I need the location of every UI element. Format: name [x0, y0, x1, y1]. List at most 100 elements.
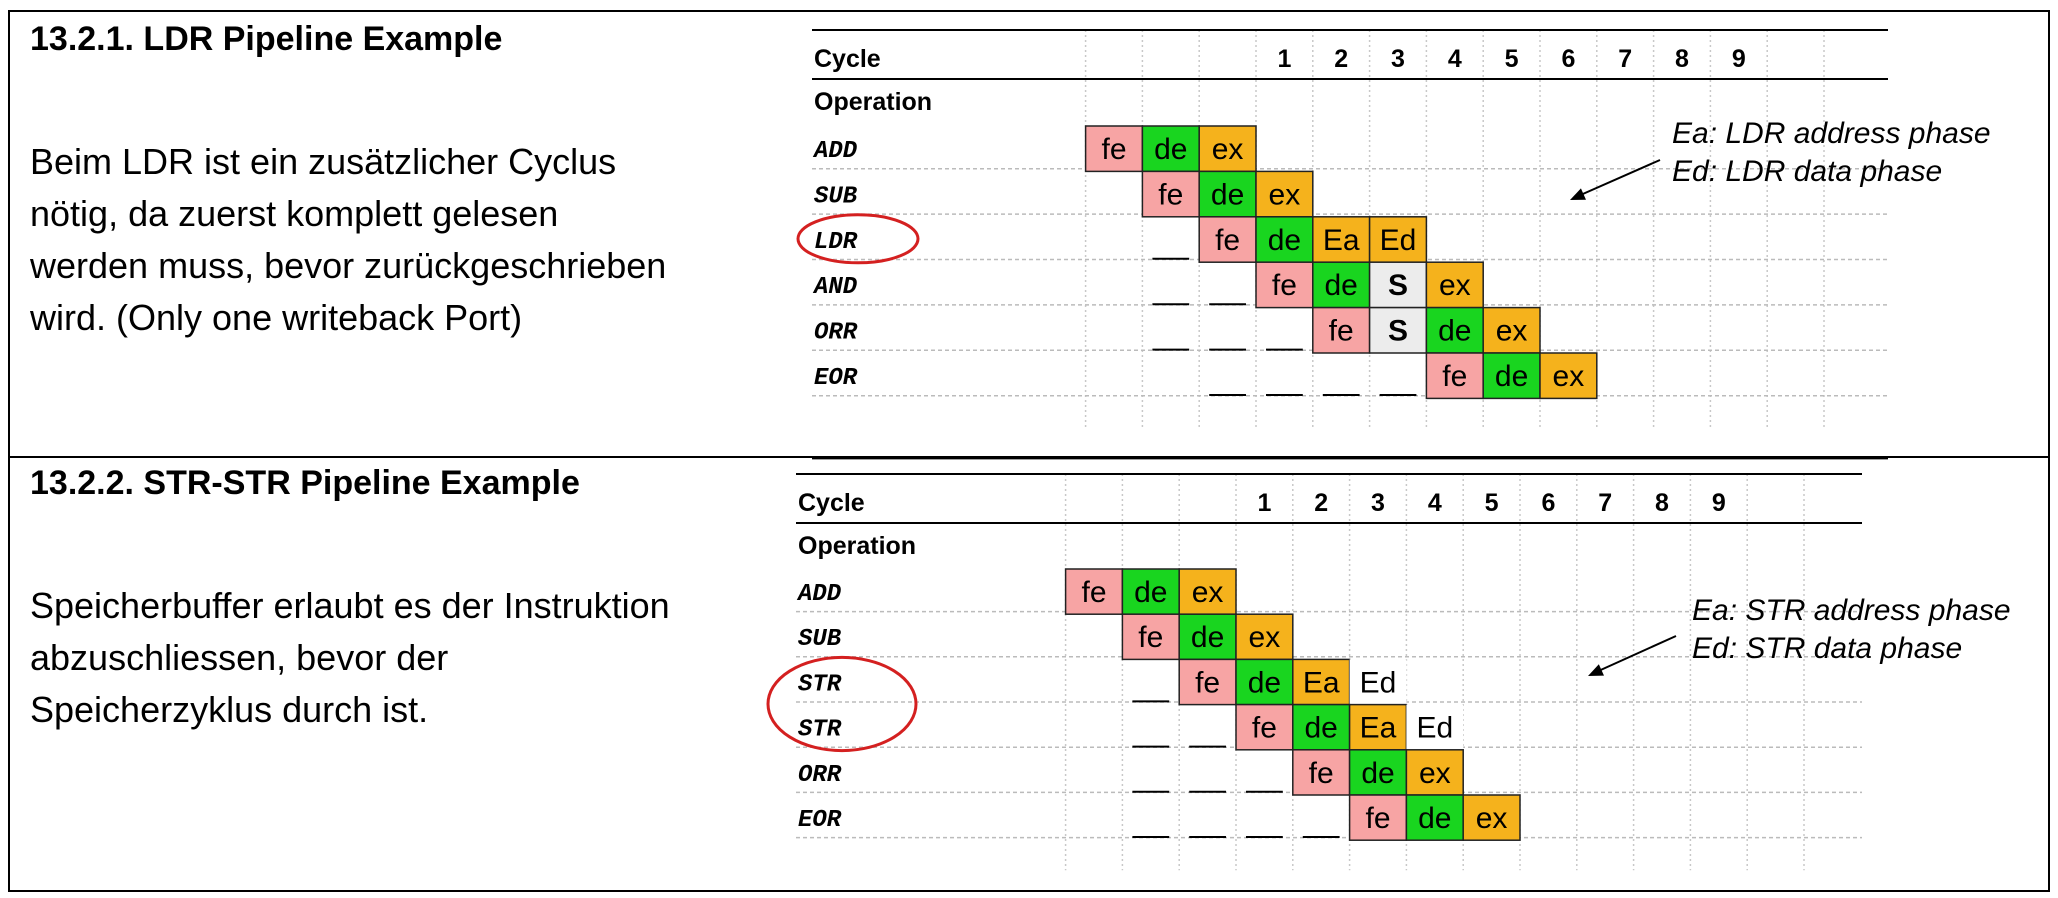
pipeline-stage-cell	[1368, 261, 1428, 309]
description-line: wird. (Only one writeback Port)	[30, 297, 523, 338]
annotation-address-phase: Ea: STR address phase	[1692, 594, 2011, 627]
pipeline-stage-label: de	[1191, 621, 1224, 654]
pipeline-stage-label: Ed	[1416, 712, 1453, 745]
pipeline-stage-cell	[1349, 659, 1407, 705]
pipeline-stage-cell	[1406, 704, 1464, 750]
cycle-number: 1	[1277, 45, 1291, 73]
pipeline-stage-label: de	[1248, 666, 1281, 699]
pipeline-stage-label: fe	[1215, 224, 1240, 257]
operation-label: AND	[812, 274, 858, 301]
section-str-description: Speicherbuffer erlaubt es der Instruktio…	[30, 580, 750, 736]
pipeline-stage-cell	[1178, 658, 1237, 706]
operation-header: Operation	[798, 532, 916, 560]
pipeline-stage-cell	[1348, 703, 1408, 751]
pipeline-stage-label: ex	[1496, 315, 1528, 348]
cycle-number: 9	[1712, 489, 1726, 517]
cycle-number: 6	[1561, 45, 1575, 73]
pipeline-stage-label: Ed	[1380, 224, 1417, 257]
description-line: werden muss, bevor zurückgeschrieben	[30, 245, 667, 286]
cycle-number: 1	[1257, 489, 1271, 517]
cycle-number: 6	[1541, 489, 1555, 517]
annotation-data-phase: Ed: LDR data phase	[1672, 155, 1942, 188]
pipeline-stage-label: fe	[1272, 269, 1297, 302]
cycle-number: 4	[1428, 489, 1442, 517]
pipeline-stage-cell	[1462, 794, 1521, 841]
cycle-header: Cycle	[814, 45, 881, 73]
cycle-number: 5	[1505, 45, 1519, 73]
pipeline-stage-cell	[1178, 568, 1237, 615]
pipeline-stage-label: Ea	[1303, 666, 1340, 699]
annotation-arrow	[1575, 159, 1661, 198]
cycle-number: 8	[1655, 489, 1669, 517]
pipeline-stage-label: de	[1305, 712, 1338, 745]
operation-label: ADD	[796, 581, 842, 608]
pipeline-stage-cell	[1198, 125, 1257, 173]
pipeline-stage-label: ex	[1192, 576, 1224, 609]
pipeline-stage-cell	[1235, 703, 1294, 751]
operation-label: ADD	[812, 138, 858, 165]
cycle-number: 9	[1732, 45, 1746, 73]
pipeline-stage-cell	[1348, 794, 1408, 841]
pipeline-stage-cell	[1198, 216, 1257, 263]
annotation-arrow	[1593, 635, 1677, 674]
description-line: Beim LDR ist ein zusätzlicher Cyclus	[30, 141, 617, 182]
pipeline-stage-cell	[1255, 261, 1314, 309]
pipeline-stage-label: ex	[1212, 133, 1244, 166]
pipeline-stage-label: de	[1268, 224, 1301, 257]
pipeline-stage-label: fe	[1329, 315, 1354, 348]
pipeline-stage-cell	[1255, 170, 1314, 218]
description-line: nötig, da zuerst komplett gelesen	[30, 193, 559, 234]
pipeline-stage-label: fe	[1365, 802, 1390, 835]
pipeline-stage-cell	[1425, 261, 1484, 309]
cycle-header: Cycle	[798, 489, 865, 517]
section-ldr-pipeline	[8, 10, 2050, 458]
pipeline-stage-cell	[1121, 613, 1180, 661]
pipeline-stage-cell	[1368, 216, 1428, 263]
pipeline-stage-label: Ed	[1360, 666, 1397, 699]
cycle-number: 4	[1448, 45, 1462, 73]
cycle-number: 2	[1314, 489, 1328, 517]
pipeline-stage-label: de	[1154, 133, 1187, 166]
pipeline-stage-label: fe	[1309, 757, 1334, 790]
cycle-number: 2	[1334, 45, 1348, 73]
cycle-number: 3	[1391, 45, 1405, 73]
pipeline-stage-label: ex	[1476, 802, 1508, 835]
pipeline-stage-label: fe	[1081, 576, 1106, 609]
pipeline-stage-label: ex	[1419, 757, 1451, 790]
annotation-arrowhead	[1570, 188, 1586, 200]
pipeline-stage-label: S	[1388, 315, 1408, 348]
pipeline-stage-label: de	[1325, 269, 1358, 302]
operation-label: EOR	[798, 807, 842, 834]
pipeline-stage-label: fe	[1138, 621, 1163, 654]
operation-label: ORR	[814, 320, 858, 347]
description-line: Speicherbuffer erlaubt es der Instruktio…	[30, 585, 670, 626]
description-line: abzuschliessen, bevor der	[30, 637, 449, 678]
pipeline-stage-label: de	[1418, 802, 1451, 835]
pipeline-stage-label: fe	[1195, 666, 1220, 699]
pipeline-stage-cell	[1368, 306, 1428, 354]
pipeline-stage-label: ex	[1269, 178, 1301, 211]
pipeline-stage-cell	[1312, 261, 1371, 309]
operation-label: ORR	[798, 762, 842, 789]
pipeline-stage-label: fe	[1101, 133, 1126, 166]
pipeline-stage-label: de	[1438, 315, 1471, 348]
pipeline-stage-label: Ea	[1323, 224, 1360, 257]
operation-label: SUB	[798, 626, 842, 653]
pipeline-stage-label: ex	[1439, 269, 1471, 302]
pipeline-stage-label: ex	[1553, 360, 1585, 393]
cycle-number: 8	[1675, 45, 1689, 73]
cycle-number: 3	[1371, 489, 1385, 517]
operation-label: SUB	[814, 183, 858, 210]
cycle-number: 7	[1618, 45, 1632, 73]
cycle-number: 5	[1485, 489, 1499, 517]
pipeline-stage-label: fe	[1252, 712, 1277, 745]
pipeline-stage-cell	[1121, 568, 1180, 615]
section-ldr-description: Beim LDR ist ein zusätzlicher Cyclus nöt…	[30, 136, 750, 344]
pipeline-stage-label: de	[1361, 757, 1394, 790]
operation-header: Operation	[814, 88, 932, 116]
pipeline-stage-label: fe	[1158, 178, 1183, 211]
pipeline-stage-label: ex	[1249, 621, 1281, 654]
section-str-pipeline	[8, 456, 2050, 892]
pipeline-stage-label: de	[1495, 360, 1528, 393]
operation-label: STR	[798, 671, 842, 698]
